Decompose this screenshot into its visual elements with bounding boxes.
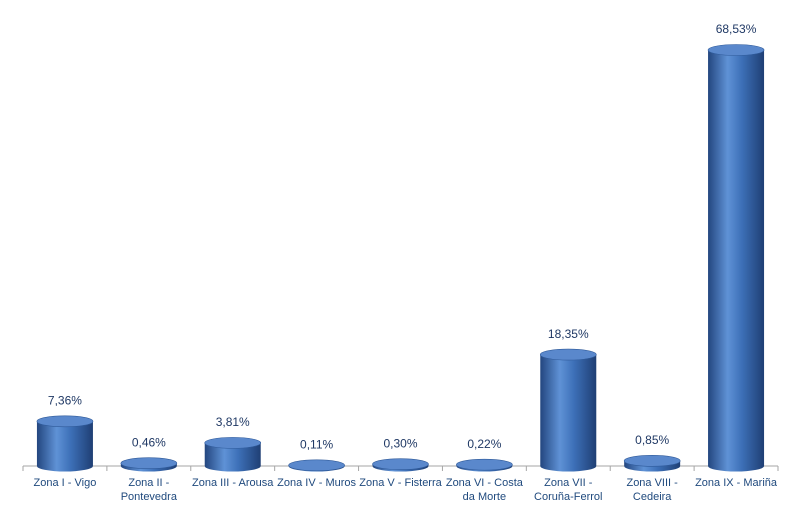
bar [204,437,262,472]
x-tick-label: Zona II - Pontevedra [120,477,177,503]
bar [120,457,178,472]
bar-top [204,437,262,449]
bar-top [623,455,681,467]
bar-top [288,459,345,472]
bar-body [36,421,93,472]
bar [539,348,597,472]
x-tick-label: Zona IX - Mariña [695,477,777,489]
value-label: 68,53% [716,22,757,36]
value-label: 0,22% [467,437,501,451]
bar [623,455,681,472]
bar-body [540,354,597,472]
x-tick-label: Zona I - Vigo [33,477,97,489]
value-label: 0,85% [635,433,669,447]
bar [456,458,513,472]
bar-top [707,44,765,56]
value-label: 0,11% [300,438,333,452]
bar-top [372,458,429,470]
x-tick-label: Zona IV - Muros [277,477,357,489]
bar [288,459,345,472]
bar-top [36,415,94,428]
x-tick-label: Zona VII - Coruña-Ferrol [534,477,603,503]
value-label: 18,35% [548,327,589,341]
x-tick-label: Zona VI - Costa da Morte [445,477,523,503]
bar [707,44,765,472]
bar-body [204,442,261,472]
value-label: 0,46% [132,435,166,449]
bar-body [708,50,765,472]
value-label: 7,36% [48,393,82,407]
bar-top [456,458,513,471]
bar [372,458,429,472]
bar-top [120,457,178,470]
value-label: 3,81% [216,415,250,429]
bar-top [539,348,597,361]
x-tick-label: Zona VIII - Cedeira [626,477,678,503]
bar [36,415,94,472]
x-tick-label: Zona III - Arousa [192,477,274,489]
x-tick-label: Zona V - Fisterra [359,477,442,489]
value-label: 0,30% [383,436,417,450]
